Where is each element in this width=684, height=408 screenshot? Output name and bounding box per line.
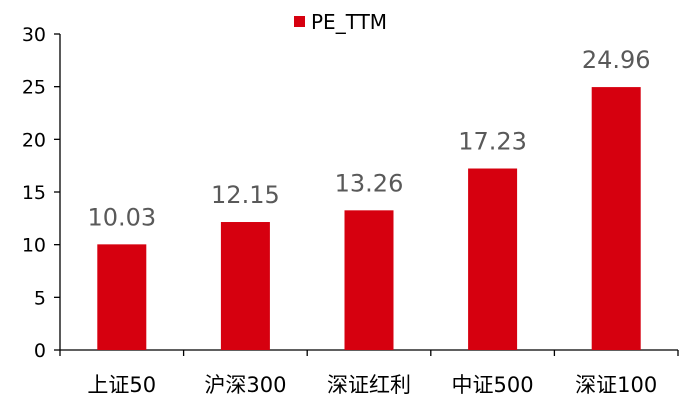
legend: PE_TTM — [294, 10, 387, 34]
y-tick-label: 25 — [22, 77, 46, 99]
bar — [468, 168, 518, 350]
x-tick-label: 中证500 — [452, 373, 534, 397]
data-label: 17.23 — [458, 128, 527, 156]
data-labels: 10.03 12.15 13.26 17.23 24.96 — [87, 46, 650, 231]
data-label: 12.15 — [211, 181, 280, 209]
y-tick-label: 0 — [34, 340, 46, 362]
bar — [97, 244, 147, 350]
y-axis: 0 5 10 15 20 25 30 — [22, 24, 61, 362]
x-tick-label: 深证100 — [575, 373, 657, 397]
data-label: 13.26 — [335, 169, 404, 197]
bars — [97, 87, 641, 350]
data-label: 10.03 — [87, 203, 156, 231]
data-label: 24.96 — [582, 46, 651, 74]
bar — [591, 87, 641, 350]
legend-swatch-pe-ttm — [294, 16, 305, 27]
y-tick-label: 15 — [22, 182, 46, 204]
x-tick-label: 深证红利 — [327, 373, 411, 397]
y-tick-label: 30 — [22, 24, 46, 46]
y-tick-label: 20 — [22, 129, 46, 151]
y-tick-label: 10 — [22, 235, 46, 257]
x-axis: 上证50 沪深300 深证红利 中证500 深证100 — [59, 349, 679, 397]
y-tick-label: 5 — [34, 287, 46, 309]
x-tick-label: 沪深300 — [204, 373, 286, 397]
bar — [220, 222, 270, 350]
x-tick-label: 上证50 — [87, 373, 156, 397]
bar — [344, 210, 394, 350]
legend-label-pe-ttm: PE_TTM — [311, 10, 387, 34]
